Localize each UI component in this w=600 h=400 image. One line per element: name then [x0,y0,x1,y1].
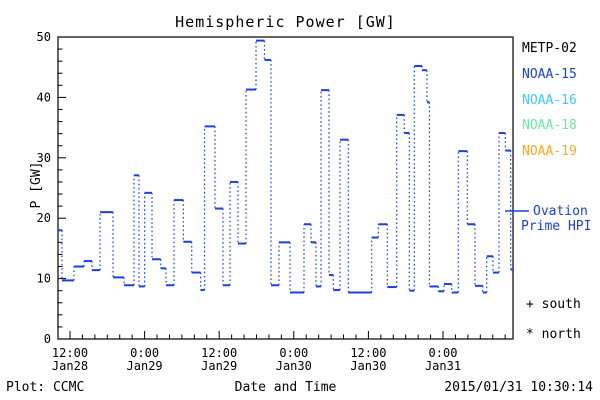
x-tick-date-label: Jan28 [52,359,88,373]
legend-item-noaa-16: NOAA-16 [522,92,577,108]
x-tick-time-label: 0:00 [279,346,308,360]
y-tick-label: 20 [37,211,51,225]
plot-frame [57,36,514,340]
ovation-legend-label-line2: Prime HPI [521,219,592,234]
y-axis-title: P [GW] [29,161,44,209]
plot-credit: Plot: CCMC [6,380,85,395]
plot-timestamp: 2015/01/31 10:30:14 [444,380,593,395]
x-tick-time-label: 12:00 [52,346,88,360]
x-tick-time-label: 12:00 [350,346,386,360]
y-tick-label: 30 [37,151,51,165]
chart-title: Hemispheric Power [GW] [175,13,396,31]
y-tick-label: 0 [44,332,51,346]
satellite-legend: METP-02 NOAA-15 NOAA-16 NOAA-18 NOAA-19 [522,36,577,165]
x-tick-date-label: Jan29 [127,359,163,373]
x-tick-date-label: Jan29 [201,359,237,373]
legend-item-noaa-15: NOAA-15 [522,66,577,82]
legend-item-noaa-18: NOAA-18 [522,118,577,134]
x-tick-date-label: Jan30 [350,359,386,373]
y-tick-label: 40 [37,90,51,104]
x-tick-time-label: 0:00 [130,346,159,360]
x-tick-time-label: 0:00 [429,346,458,360]
y-tick-label: 10 [37,272,51,286]
north-marker-label: * north [526,327,581,342]
x-tick-time-label: 12:00 [201,346,237,360]
legend-item-noaa-19: NOAA-19 [522,144,577,160]
x-axis-title: Date and Time [234,380,337,395]
y-tick-label: 50 [37,30,51,44]
x-tick-date-label: Jan31 [425,359,461,373]
south-marker-label: + south [526,297,581,312]
x-tick-date-label: Jan30 [276,359,312,373]
ovation-legend-label-line1: Ovation [533,204,588,219]
legend-item-metp-02: METP-02 [522,41,577,56]
